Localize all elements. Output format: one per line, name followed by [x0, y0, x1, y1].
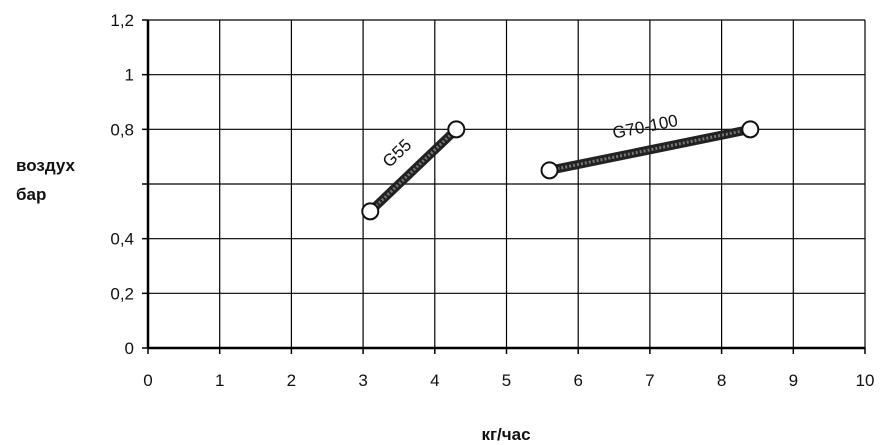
y-tick-label: 1 [125, 66, 134, 85]
x-tick-label: 1 [215, 371, 224, 390]
x-tick-label: 9 [789, 371, 798, 390]
data-point [540, 161, 559, 180]
x-tick-labels: 0 1 2 3 4 5 6 7 8 9 10 [143, 371, 874, 390]
x-tick-label: 0 [143, 371, 152, 390]
x-tick-label: 4 [430, 371, 439, 390]
x-tick-label: 6 [573, 371, 582, 390]
x-tick-label: 3 [358, 371, 367, 390]
data-point [447, 120, 466, 139]
series-label: G55 [379, 135, 415, 171]
grid [142, 19, 866, 354]
series-label: G70-100 [611, 111, 680, 143]
x-axis-title: кг/час [481, 425, 530, 444]
y-axis-title-line-2: бар [16, 185, 46, 204]
series-line [548, 124, 752, 175]
series: G55 G70-100 [361, 111, 760, 221]
x-tick-label: 8 [717, 371, 726, 390]
data-point [741, 120, 760, 139]
y-tick-label: 0,8 [110, 120, 134, 139]
y-tick-label: 0 [125, 339, 134, 358]
y-tick-label: 1,2 [110, 11, 134, 30]
y-tick-label: 0,4 [110, 230, 134, 249]
x-tick-label: 5 [502, 371, 511, 390]
series-line [367, 126, 460, 215]
x-tick-label: 10 [856, 371, 875, 390]
y-axis-title-line-1: воздух [16, 156, 75, 175]
axes [146, 20, 865, 350]
x-tick-label: 2 [287, 371, 296, 390]
x-tick-label: 7 [645, 371, 654, 390]
y-tick-labels: 0 0,2 0,4 0,8 1 1,2 [110, 11, 134, 358]
data-point [361, 202, 380, 221]
y-tick-label: 0,2 [110, 284, 134, 303]
